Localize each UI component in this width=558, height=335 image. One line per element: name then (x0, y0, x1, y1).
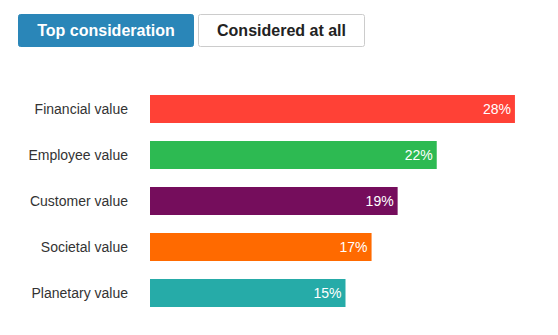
bar (150, 141, 437, 169)
category-label: Societal value (41, 239, 128, 255)
toggle-button-label[interactable]: Top consideration (37, 22, 174, 39)
toggle-button[interactable]: Considered at all (199, 15, 365, 47)
category-label: Financial value (35, 101, 129, 117)
data-label: 22% (405, 147, 433, 163)
bar (150, 233, 372, 261)
data-label: 17% (340, 239, 368, 255)
chart-root: Top consideration Considered at all Financ… (0, 0, 558, 335)
category-label: Customer value (30, 193, 128, 209)
bar (150, 279, 346, 307)
category-label: Planetary value (31, 285, 128, 301)
bars (150, 95, 515, 307)
labels: Financial value 28% Employee value 22% Custo… (28, 101, 511, 301)
toggle-button-bg[interactable] (199, 15, 365, 47)
toggle-button-label[interactable]: Considered at all (217, 22, 346, 39)
data-label: 15% (313, 285, 341, 301)
bar (150, 95, 515, 123)
toggle-button-bg[interactable] (19, 15, 194, 47)
toggle-button[interactable]: Top consideration (19, 15, 194, 47)
data-label: 19% (366, 193, 394, 209)
data-label: 28% (483, 101, 511, 117)
chart: Top consideration Considered at all Financ… (0, 0, 558, 335)
bar (150, 187, 398, 215)
category-label: Employee value (28, 147, 128, 163)
